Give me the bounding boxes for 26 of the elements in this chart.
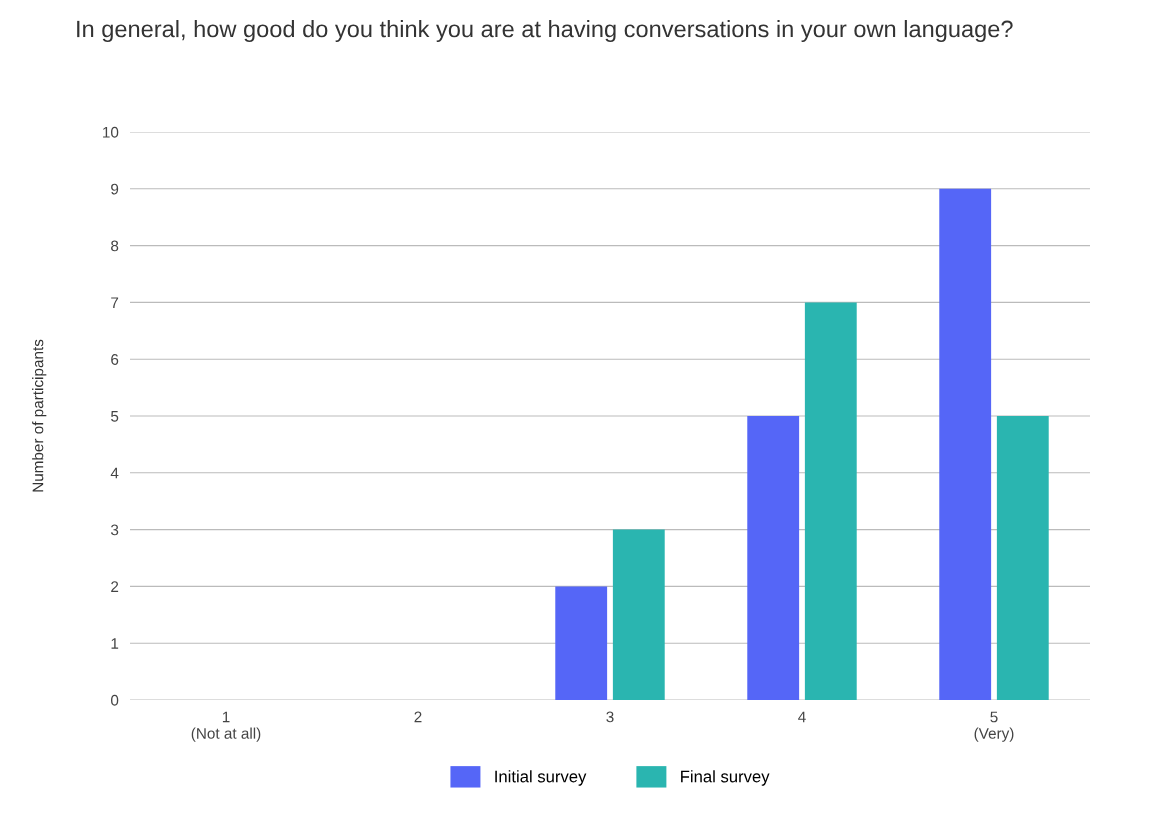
y-tick-label: 5	[111, 411, 119, 422]
bar	[804, 302, 857, 700]
y-tick-label: 4	[110, 467, 119, 479]
y-tick-label: 10	[103, 126, 119, 138]
legend-label: Initial survey	[495, 770, 587, 786]
x-tick-label: 2	[414, 711, 422, 723]
bar	[939, 188, 992, 700]
y-axis-title: Number of participants	[32, 339, 47, 492]
y-tick-label: 3	[110, 524, 119, 536]
x-tick-label: 5 (Very)	[974, 711, 1014, 742]
x-tick-label: 3	[606, 711, 614, 723]
legend-label: Final survey	[681, 770, 770, 786]
x-tick-label: 4	[798, 711, 806, 723]
bar	[612, 529, 665, 700]
y-tick-label: 1	[111, 638, 119, 649]
y-tick-label: 7	[111, 297, 119, 308]
x-tick-label: 1 (Not at all)	[191, 711, 261, 742]
y-tick-label: 6	[111, 354, 119, 365]
bar	[747, 416, 800, 700]
y-tick-label: 0	[110, 694, 119, 706]
bar	[996, 416, 1049, 700]
chart-title: In general, how good do you think you are at having conversations in your own language?	[77, 20, 1013, 43]
y-tick-label: 2	[111, 581, 119, 592]
bar	[555, 586, 608, 700]
y-tick-label: 8	[111, 240, 119, 252]
y-tick-label: 9	[111, 183, 119, 195]
